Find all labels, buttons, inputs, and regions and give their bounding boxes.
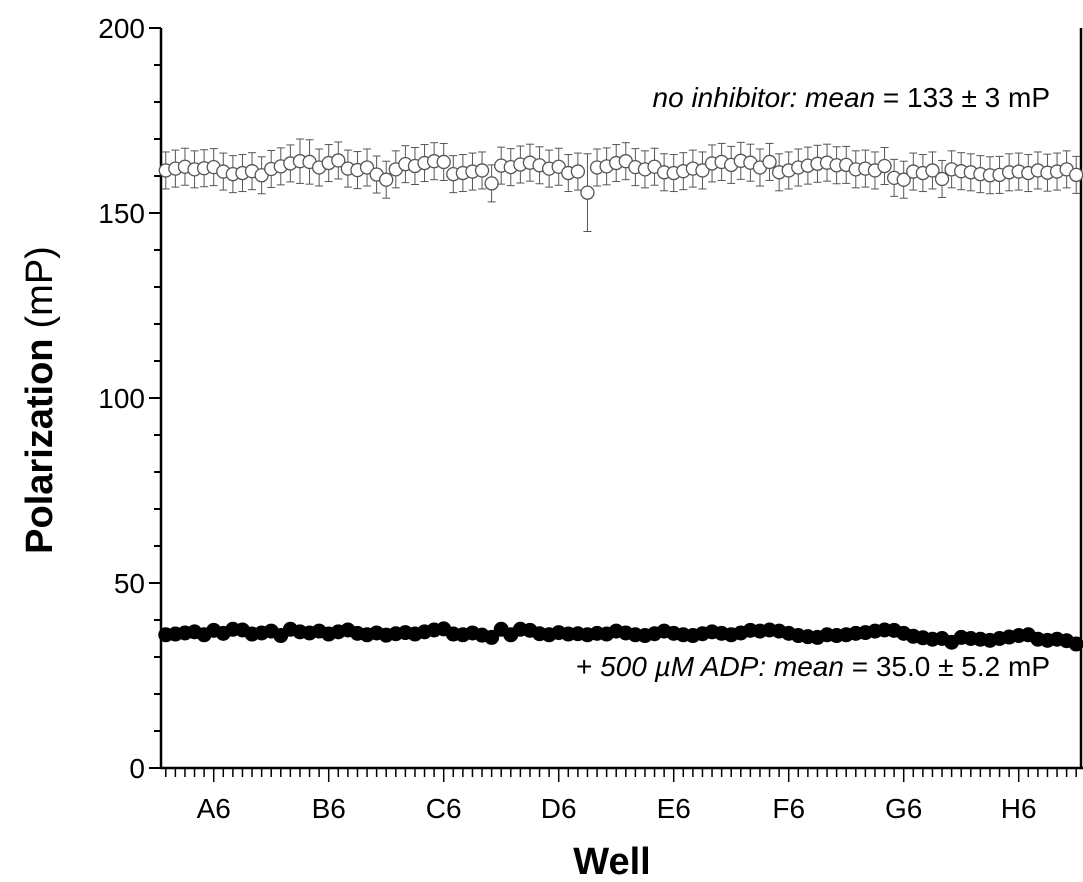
x-axis-title: Well — [573, 841, 650, 882]
y-tick-label: 100 — [98, 383, 145, 414]
data-point — [762, 154, 777, 170]
annotation-no-inhibitor-part-2: = 133 ± 3 mP — [875, 82, 1050, 113]
annotation-adp-part-3: = 35.0 ± 5.2 mP — [844, 651, 1050, 682]
data-point — [695, 163, 710, 178]
data-point — [925, 163, 940, 178]
data-point — [359, 160, 375, 175]
x-tick-label: E6 — [657, 793, 691, 824]
annotation-adp: + 500 µM ADP: mean = 35.0 ± 5.2 mP — [576, 651, 1050, 682]
annotation-no-inhibitor: no inhibitor: mean = 133 ± 3 mP — [653, 82, 1050, 113]
data-point — [1068, 636, 1083, 652]
y-axis-title-unit: (mP) — [19, 246, 61, 328]
y-ticks: 0 50 100 150 200 — [98, 13, 161, 784]
y-axis: 0 50 100 150 200 — [98, 13, 163, 784]
y-tick-label: 150 — [98, 198, 145, 229]
data-point — [896, 172, 911, 187]
annotation-adp-part-1: + — [576, 651, 600, 682]
data-point — [570, 164, 586, 179]
y-tick-label: 0 — [129, 753, 145, 784]
x-tick-label: B6 — [312, 793, 346, 824]
plot-area — [158, 138, 1083, 652]
y-axis-title: Polarization (mP) — [19, 246, 61, 554]
data-point — [484, 176, 499, 191]
annotation-adp-part-2: 500 µM ADP: mean — [600, 651, 844, 682]
data-point — [934, 171, 950, 187]
y-axis-title-main: Polarization — [19, 338, 61, 553]
data-point — [1069, 167, 1083, 183]
y-tick-label: 200 — [98, 13, 145, 44]
annotation-no-inhibitor-part-1: no inhibitor: mean — [653, 82, 876, 113]
series-no-inhibitor — [158, 138, 1083, 232]
x-ticks: A6 B6 C6 D6 E6 F6 G6 H6 — [165, 768, 1077, 824]
y-tick-label: 50 — [114, 568, 145, 599]
data-point — [436, 154, 451, 170]
data-point — [474, 163, 490, 178]
data-point — [379, 172, 394, 187]
x-axis: A6 B6 C6 D6 E6 F6 G6 H6 — [161, 28, 1083, 824]
data-point — [877, 158, 892, 174]
x-tick-label: H6 — [1001, 793, 1037, 824]
data-point — [580, 185, 595, 200]
x-tick-label: A6 — [197, 793, 231, 824]
x-tick-label: F6 — [772, 793, 805, 824]
x-tick-label: G6 — [885, 793, 922, 824]
data-point — [484, 629, 500, 645]
series-adp — [158, 621, 1083, 652]
data-point — [331, 153, 346, 168]
x-tick-label: C6 — [426, 793, 462, 824]
x-tick-label: D6 — [541, 793, 577, 824]
